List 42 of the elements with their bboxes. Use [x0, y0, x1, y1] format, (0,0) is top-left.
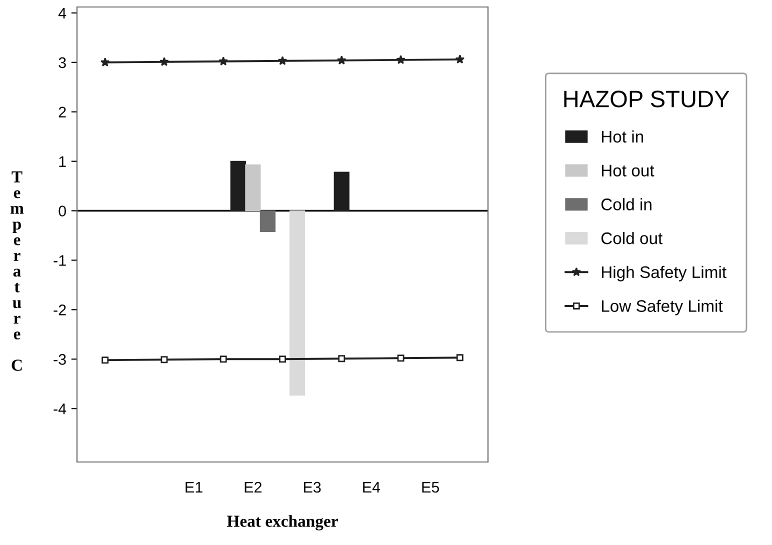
y-tick-label: 3	[58, 57, 66, 68]
legend-label: Hot in	[602, 130, 644, 143]
point	[220, 356, 227, 363]
legend-label: Cold out	[601, 232, 663, 244]
x-tick-label: E1	[186, 482, 202, 493]
y-tick-label: 1	[59, 156, 66, 167]
bar	[230, 160, 246, 212]
x-tick-label: E5	[422, 482, 440, 493]
y-tick-label: -2	[54, 304, 66, 316]
bar	[334, 172, 350, 212]
bar	[260, 210, 276, 232]
y-tick-label: -1	[54, 255, 66, 266]
point	[160, 356, 168, 364]
y-tick-label: -3	[54, 354, 66, 365]
x-axis-title: Heat exchanger	[227, 515, 338, 530]
point	[279, 356, 286, 363]
legend-label: High Safety Limit	[602, 266, 726, 282]
point	[218, 56, 228, 66]
legend-label: Low Safety Limit	[602, 300, 723, 316]
y-tick-label: 2	[58, 106, 66, 118]
legend-label: Hot out	[602, 164, 654, 176]
legend-label: Cold in	[601, 198, 652, 210]
point	[336, 56, 346, 64]
point	[102, 356, 109, 364]
y-tick-label: 4	[58, 8, 66, 18]
point	[160, 57, 169, 66]
point	[100, 58, 110, 66]
x-tick-label: E4	[363, 482, 380, 493]
point	[338, 355, 346, 362]
legend-title: HAZOP STUDY	[564, 90, 730, 108]
bar	[289, 210, 306, 396]
point	[396, 55, 406, 64]
x-tick-label: E2	[244, 482, 262, 493]
point	[397, 354, 404, 362]
text: Temperature C	[10, 171, 24, 371]
point	[456, 354, 464, 362]
point	[455, 54, 465, 64]
point	[278, 56, 288, 65]
bar	[245, 164, 261, 212]
y-tick-label: -4	[54, 404, 66, 414]
x-tick-label: E3	[304, 482, 321, 493]
y-tick-label: 0	[58, 206, 66, 216]
